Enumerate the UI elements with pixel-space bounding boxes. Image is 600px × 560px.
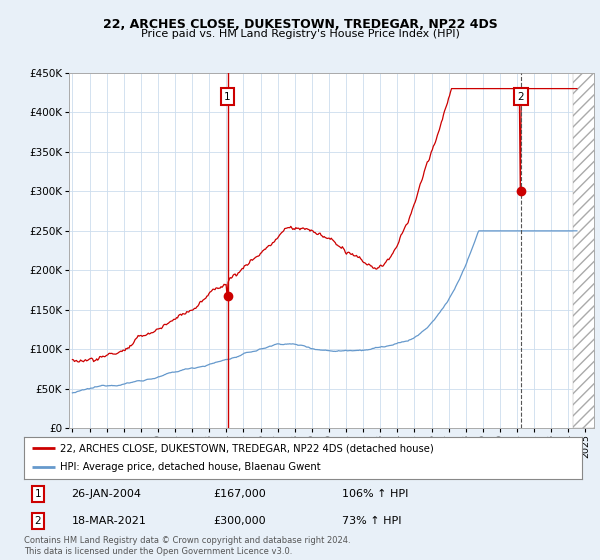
Bar [572,73,600,428]
Text: £167,000: £167,000 [214,489,266,499]
Text: 2: 2 [517,91,524,101]
Text: 1: 1 [224,91,231,101]
Text: 73% ↑ HPI: 73% ↑ HPI [342,516,401,526]
Text: 22, ARCHES CLOSE, DUKESTOWN, TREDEGAR, NP22 4DS: 22, ARCHES CLOSE, DUKESTOWN, TREDEGAR, N… [103,18,497,31]
Text: Price paid vs. HM Land Registry's House Price Index (HPI): Price paid vs. HM Land Registry's House … [140,29,460,39]
Text: 2: 2 [35,516,41,526]
Text: 22, ARCHES CLOSE, DUKESTOWN, TREDEGAR, NP22 4DS (detached house): 22, ARCHES CLOSE, DUKESTOWN, TREDEGAR, N… [60,443,434,453]
Text: 18-MAR-2021: 18-MAR-2021 [71,516,146,526]
Text: £300,000: £300,000 [214,516,266,526]
Text: 1: 1 [35,489,41,499]
Text: 26-JAN-2004: 26-JAN-2004 [71,489,142,499]
Text: HPI: Average price, detached house, Blaenau Gwent: HPI: Average price, detached house, Blae… [60,463,321,473]
Bar [572,73,600,428]
Text: 106% ↑ HPI: 106% ↑ HPI [342,489,409,499]
Text: Contains HM Land Registry data © Crown copyright and database right 2024.
This d: Contains HM Land Registry data © Crown c… [24,536,350,556]
